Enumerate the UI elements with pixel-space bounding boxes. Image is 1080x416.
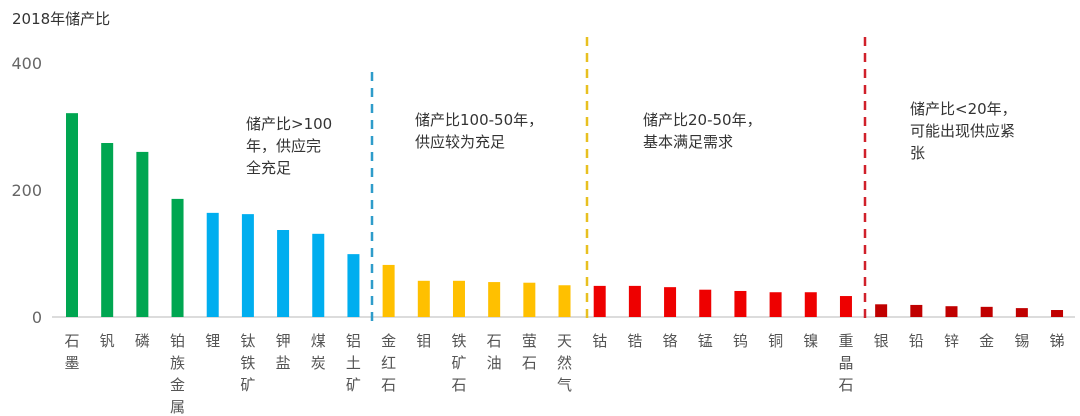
x-tick-label: 炭 xyxy=(311,354,326,372)
x-tick-label: 属 xyxy=(170,398,185,416)
x-tick-label: 铁 xyxy=(240,354,255,372)
x-tick-label: 盐 xyxy=(276,354,291,372)
x-tick-label: 锌 xyxy=(944,332,959,350)
x-tick-label: 金 xyxy=(170,376,185,394)
x-tick-label: 矿 xyxy=(240,376,255,394)
x-tick-label: 石 xyxy=(487,332,502,350)
chart-title: 2018年储产比 xyxy=(12,10,111,28)
bar xyxy=(1051,310,1064,317)
x-tick-label: 铂 xyxy=(170,332,185,350)
bar xyxy=(628,285,641,317)
x-tick-label: 镍 xyxy=(803,332,818,350)
bar xyxy=(910,304,923,317)
bar xyxy=(277,230,290,317)
x-tick-label: 煤 xyxy=(311,332,326,350)
bar xyxy=(839,296,852,317)
x-tick-label: 钛 xyxy=(240,332,255,350)
x-tick-label: 金 xyxy=(979,332,994,350)
annotation-group-4: 储产比<20年， 可能出现供应紧 张 xyxy=(910,100,1017,162)
bar xyxy=(875,304,888,317)
x-tick-label: 墨 xyxy=(64,354,79,372)
bar xyxy=(171,198,184,317)
bar xyxy=(488,282,501,317)
x-tick-label: 锆 xyxy=(627,332,642,350)
x-tick-label: 油 xyxy=(487,354,502,372)
x-tick-label: 锡 xyxy=(1014,332,1029,350)
x-tick-label: 石 xyxy=(381,376,396,394)
bar xyxy=(347,254,360,317)
x-tick-label: 土 xyxy=(346,354,361,372)
x-tick-label: 金 xyxy=(381,332,396,350)
x-tick-label: 铅 xyxy=(909,332,924,350)
x-tick-label: 晶 xyxy=(838,354,853,372)
x-tick-label: 石 xyxy=(451,376,466,394)
bar xyxy=(699,289,712,317)
bar xyxy=(1015,308,1028,317)
bar xyxy=(945,306,958,317)
bar xyxy=(101,143,114,317)
x-tick-label: 萤 xyxy=(522,332,537,350)
x-tick-label: 矿 xyxy=(451,354,466,372)
annotation-group-1: 储产比>100 年，供应完 全充足 xyxy=(246,115,333,177)
x-tick-label: 铬 xyxy=(663,332,678,350)
bar xyxy=(206,212,219,317)
x-tick-label: 铝 xyxy=(346,332,361,350)
x-tick-label: 铁 xyxy=(451,332,466,350)
bar xyxy=(980,306,993,317)
x-tick-label: 银 xyxy=(874,332,889,350)
bar xyxy=(769,292,782,317)
bar xyxy=(382,264,395,317)
bar xyxy=(312,233,325,317)
bar xyxy=(558,285,571,317)
x-tick-label: 天 xyxy=(557,332,572,350)
x-tick-label: 锂 xyxy=(205,332,220,350)
x-tick-label: 钨 xyxy=(733,332,748,350)
bar xyxy=(664,287,677,317)
x-tick-label: 锰 xyxy=(698,332,713,350)
annotation-group-2: 储产比100-50年， 供应较为充足 xyxy=(415,111,544,151)
y-tick-label: 200 xyxy=(11,181,42,200)
x-tick-label: 钼 xyxy=(416,332,431,350)
x-tick-label: 石 xyxy=(522,354,537,372)
bar xyxy=(804,292,817,317)
x-tick-label: 磷 xyxy=(135,332,150,350)
x-tick-label: 然 xyxy=(557,354,572,372)
bar xyxy=(417,280,430,317)
x-tick-label: 钴 xyxy=(592,332,607,350)
x-tick-label: 石 xyxy=(64,332,79,350)
x-tick-label: 气 xyxy=(557,376,572,394)
bar xyxy=(593,285,606,317)
x-tick-label: 矿 xyxy=(346,376,361,394)
x-tick-label: 锑 xyxy=(1050,332,1065,350)
x-tick-label: 铜 xyxy=(768,332,783,350)
bar xyxy=(66,113,78,317)
bar xyxy=(241,214,254,317)
x-tick-label: 重 xyxy=(838,332,853,350)
bar xyxy=(523,282,536,317)
x-tick-label: 红 xyxy=(381,354,396,372)
bar xyxy=(136,151,149,317)
y-tick-label: 0 xyxy=(32,308,42,327)
bar xyxy=(452,280,465,317)
y-tick-label: 400 xyxy=(11,54,42,73)
x-tick-label: 钾 xyxy=(276,332,291,350)
annotation-group-3: 储产比20-50年， 基本满足需求 xyxy=(643,111,762,151)
bar xyxy=(734,290,747,317)
x-tick-label: 钒 xyxy=(100,332,115,350)
x-tick-label: 族 xyxy=(170,354,185,372)
x-tick-label: 石 xyxy=(838,376,853,394)
